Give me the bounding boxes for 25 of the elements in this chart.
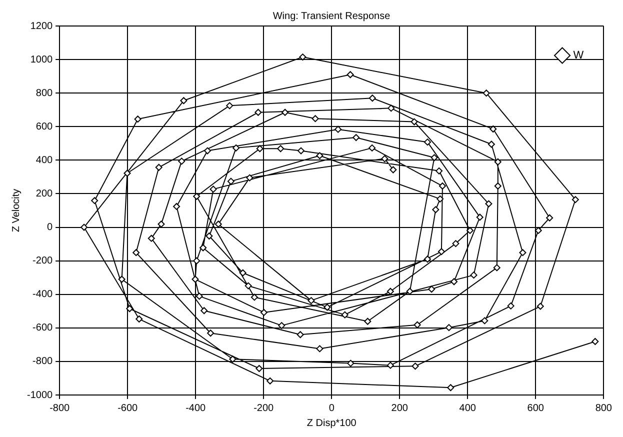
y-tick-label: 400 [36, 154, 54, 166]
x-tick-label: -400 [186, 402, 206, 414]
y-tick-label: 200 [36, 188, 54, 200]
y-tick-label: -600 [32, 322, 54, 334]
y-tick-label: -200 [32, 256, 54, 267]
y-tick-label: 1000 [30, 54, 54, 66]
chart-title: Wing: Transient Response [272, 10, 391, 22]
x-tick-label: 200 [391, 402, 408, 414]
y-tick-label: -1000 [27, 390, 54, 401]
x-tick-label: 600 [527, 402, 544, 414]
x-tick-label: -600 [118, 402, 138, 414]
x-tick-label: -800 [50, 402, 70, 414]
y-tick-label: -800 [32, 356, 54, 368]
y-tick-label: 1200 [30, 20, 54, 32]
legend-label: W [573, 50, 584, 62]
x-tick-label: -200 [254, 402, 274, 414]
y-tick-label: -400 [32, 289, 54, 300]
y-axis-title: Z Velocity [10, 188, 22, 232]
x-tick-label: 400 [459, 402, 476, 414]
x-tick-label: 800 [595, 402, 612, 414]
y-tick-label: 600 [36, 121, 54, 132]
x-axis-title: Z Disp*100 [306, 418, 357, 429]
x-tick-label: 0 [328, 402, 335, 414]
y-tick-label: 0 [47, 222, 54, 234]
y-tick-label: 800 [36, 88, 54, 99]
